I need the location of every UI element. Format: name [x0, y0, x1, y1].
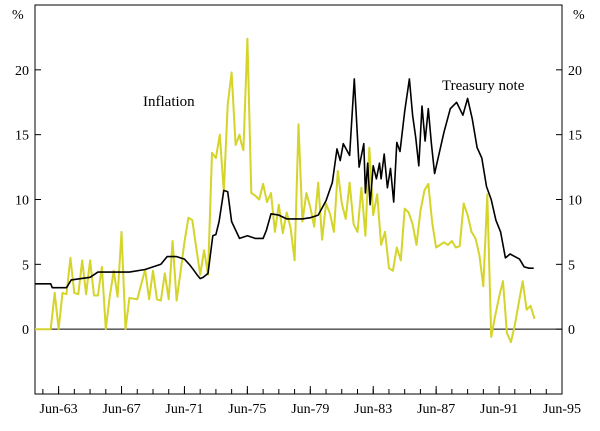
y-tick-label-right: 15: [568, 129, 582, 144]
y-tick-label-left: 0: [22, 323, 29, 338]
treasury-label: Treasury note: [442, 78, 525, 94]
x-tick-label: Jun-75: [228, 402, 266, 417]
y-unit-left: %: [12, 8, 24, 23]
x-tick-label: Jun-79: [291, 402, 329, 417]
inflation-line: [35, 37, 536, 344]
y-tick-label-right: 5: [568, 258, 575, 273]
y-tick-label-right: 0: [568, 323, 575, 338]
y-tick-label-right: 10: [568, 194, 582, 209]
x-tick-label: Jun-71: [165, 402, 203, 417]
y-tick-label-right: 20: [568, 64, 582, 79]
y-tick-label-left: 10: [15, 194, 29, 209]
y-unit-right: %: [573, 8, 585, 23]
y-tick-label-left: 15: [15, 129, 29, 144]
y-tick-label-left: 5: [22, 258, 29, 273]
x-tick-label: Jun-95: [543, 402, 581, 417]
inflation-label: Inflation: [143, 94, 195, 110]
plot-frame: [34, 4, 563, 395]
x-tick-label: Jun-83: [354, 402, 392, 417]
x-tick-label: Jun-67: [102, 402, 140, 417]
x-tick-label: Jun-63: [40, 402, 78, 417]
y-tick-label-left: 20: [15, 64, 29, 79]
x-tick-label: Jun-91: [480, 402, 518, 417]
x-tick-label: Jun-87: [417, 402, 455, 417]
treasury-line: [35, 78, 534, 289]
